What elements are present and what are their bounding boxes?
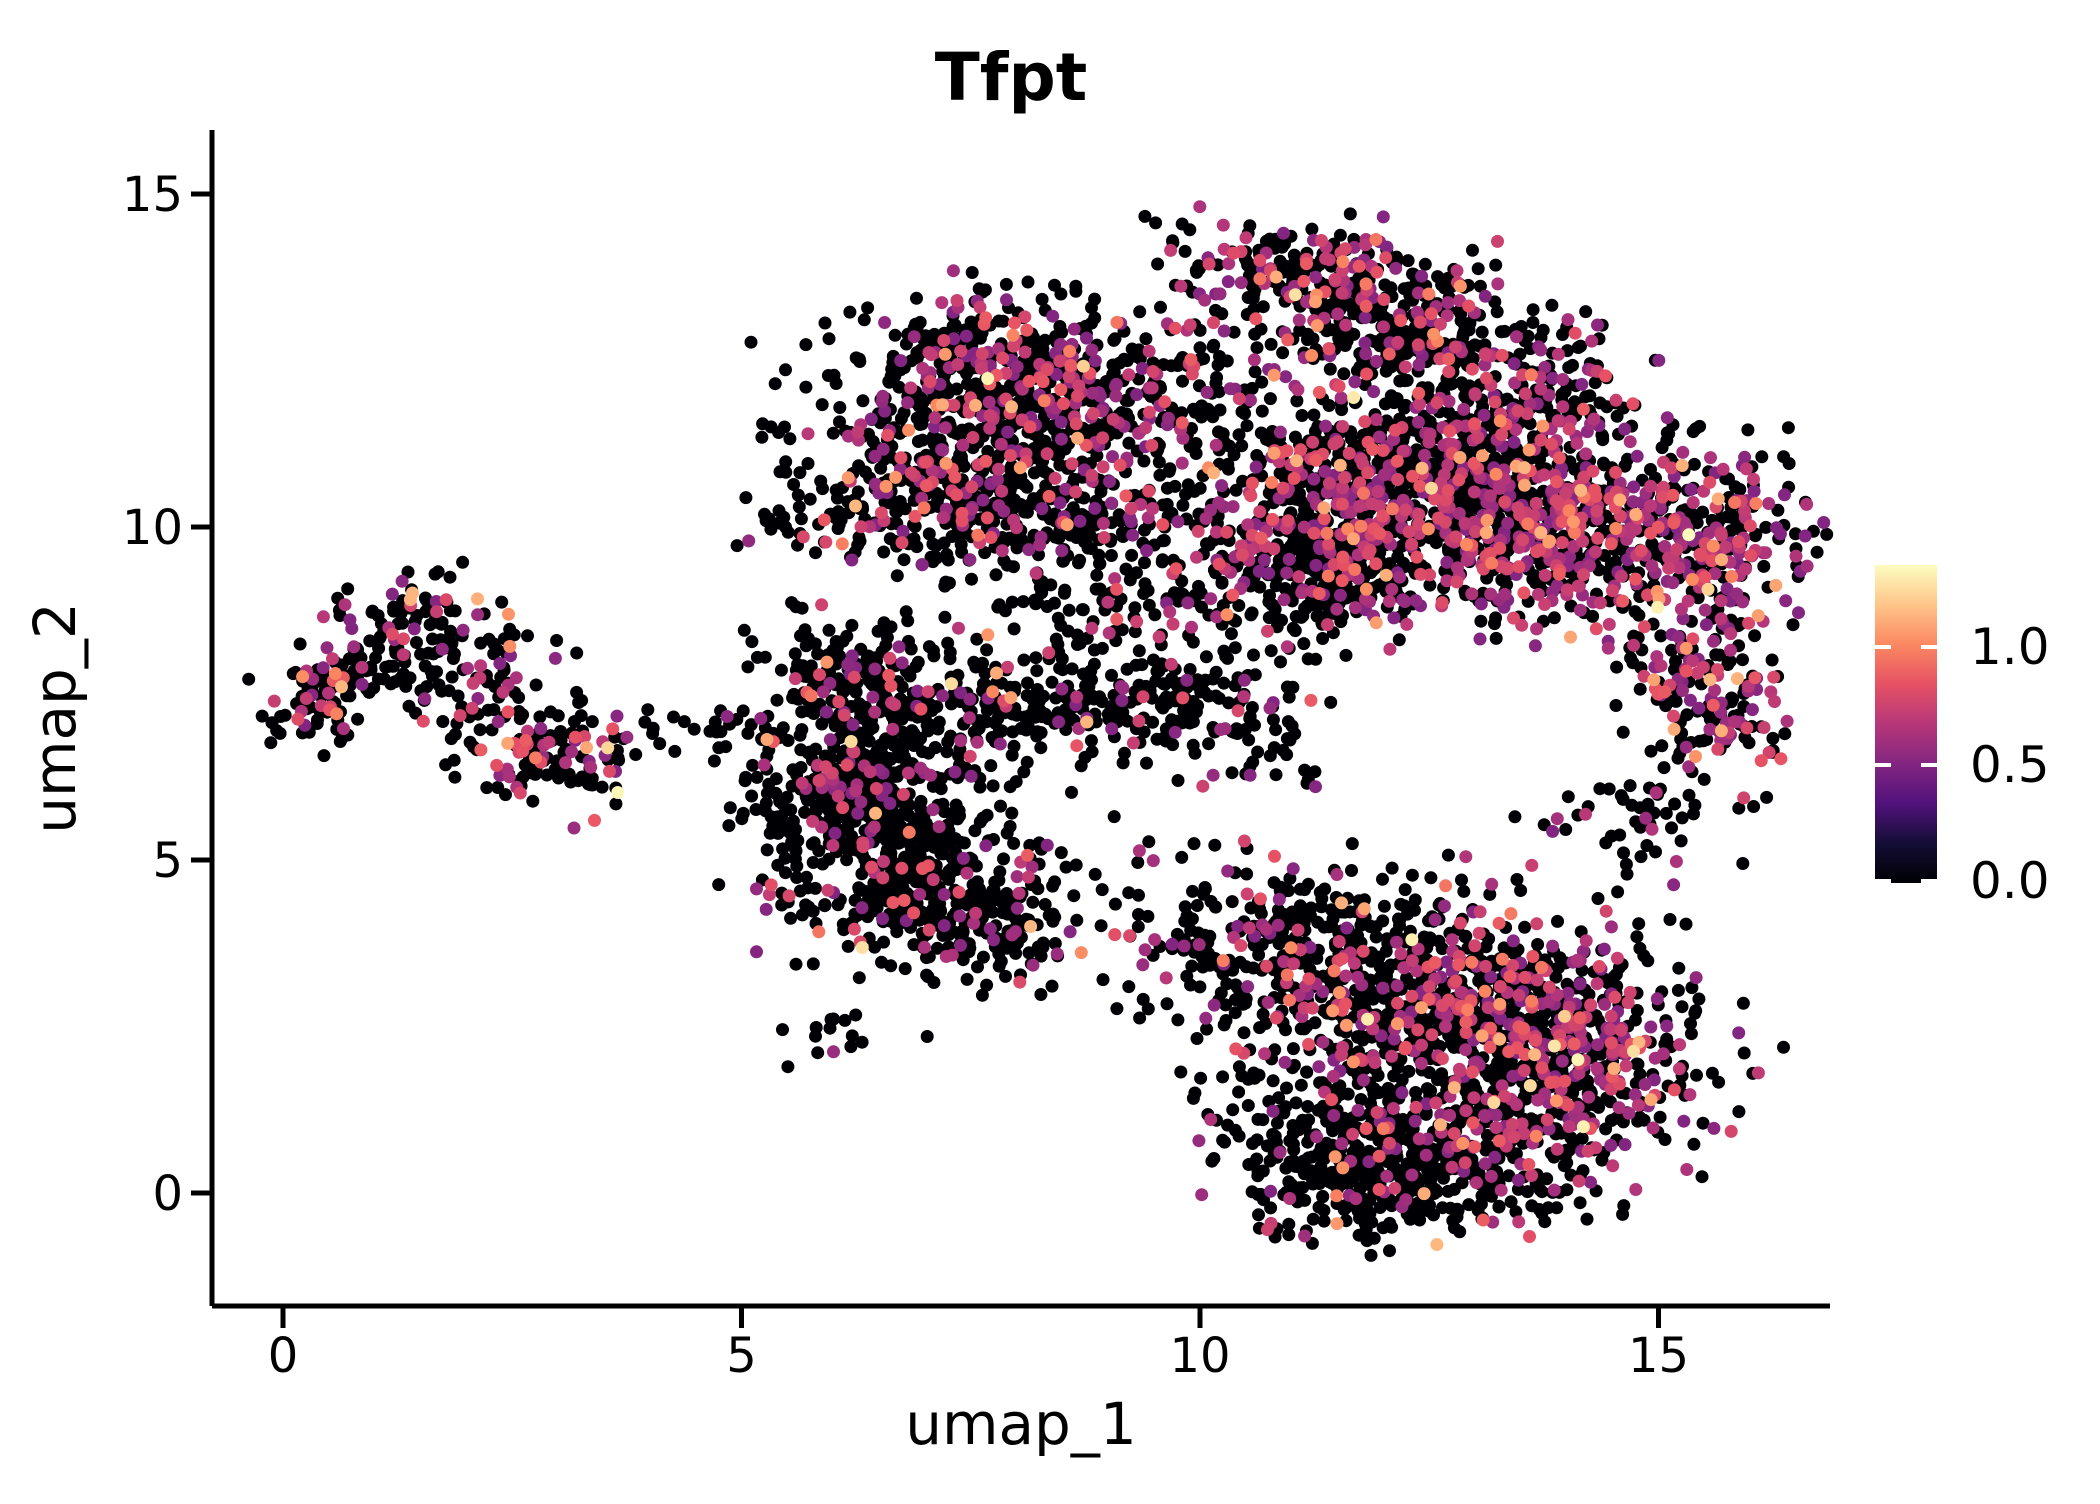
y-tick-label-15: 15 [122, 167, 183, 223]
y-axis-label: umap_2 [21, 602, 89, 834]
y-tick-label-0: 0 [152, 1166, 183, 1222]
x-tick-label-10: 10 [1169, 1328, 1230, 1384]
colorbar-gradient [1875, 565, 1937, 883]
x-axis-label: umap_1 [905, 1390, 1137, 1458]
plot-title: Tfpt [935, 39, 1088, 116]
x-tick-label-5: 5 [726, 1328, 757, 1384]
colorbar-tick-label-0.5: 0.5 [1970, 736, 2050, 794]
colorbar-tick-label-0.0: 0.0 [1970, 852, 2050, 910]
scatter-points-layer [242, 200, 1833, 1262]
y-tick-label-10: 10 [122, 500, 183, 556]
colorbar-tick-label-1.0: 1.0 [1970, 618, 2050, 676]
x-tick-label-0: 0 [268, 1328, 299, 1384]
y-tick-label-5: 5 [152, 833, 183, 889]
x-tick-label-15: 15 [1628, 1328, 1689, 1384]
